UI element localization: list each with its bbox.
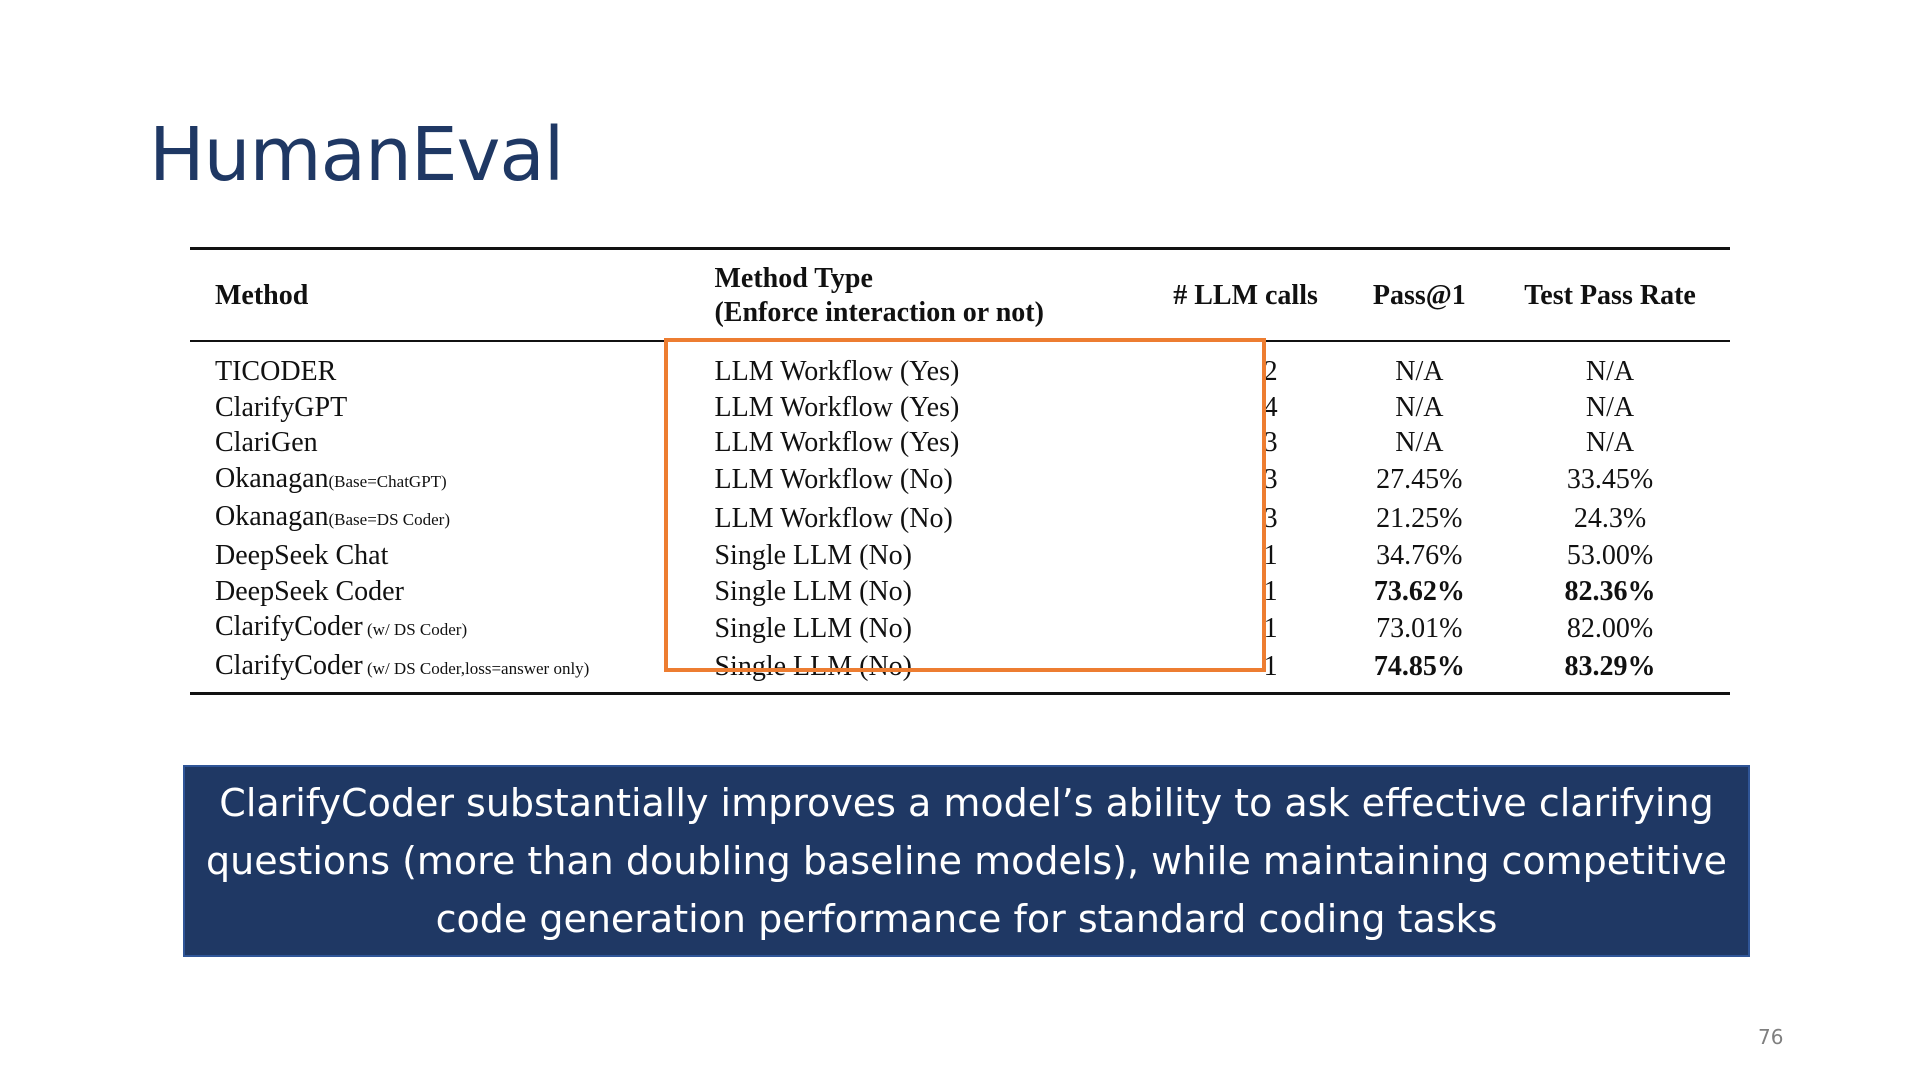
cell-method-type: LLM Workflow (No) [714,502,953,534]
results-table: Method Method Type (Enforce interaction … [190,247,1730,696]
table-row: Okanagan(Base=ChatGPT) LLM Workflow (No) 3… [190,461,1730,500]
method-name: DeepSeek Coder [215,575,404,607]
cell-method-type: LLM Workflow (Yes) [714,391,960,423]
cell-llm-calls: 1 [1263,612,1278,644]
method-subscript: (w/ DS Coder) [362,620,468,640]
cell-test-pass-rate: N/A [1585,391,1635,423]
method-name: Okanagan [215,462,329,494]
cell-method-type: Single LLM (No) [714,612,912,644]
method-subscript: (w/ DS Coder,loss=answer only) [362,658,590,678]
cell-test-pass-rate: 82.36% [1564,575,1656,607]
cell-llm-calls: 1 [1263,575,1278,607]
cell-llm-calls: 3 [1263,502,1278,534]
table-header-row: Method Method Type (Enforce interaction … [190,247,1730,342]
cell-llm-calls: 3 [1263,427,1278,459]
table-row: ClarifyCoder (w/ DS Coder,loss=answer on… [190,647,1730,696]
slide-title: HumanEval [149,112,564,198]
table-row: DeepSeek Chat Single LLM (No) 1 34.76% 53.00… [190,538,1730,574]
callout-text: ClarifyCoder substantially improves a mo… [206,781,1727,941]
cell-pass-at-1: 34.76% [1376,539,1463,571]
method-name: TICODER [215,356,337,387]
header-method-type-line1: Method Type [714,262,873,294]
cell-llm-calls: 1 [1142,647,1349,696]
method-name: ClarifyCoder [215,649,363,681]
cell-method: ClariGen [190,425,702,461]
header-method-type-line2: (Enforce interaction or not) [714,297,1044,328]
cell-method: DeepSeek Chat [190,538,702,574]
cell-method-type: Single LLM (No) [714,575,912,607]
method-name: ClariGen [215,427,318,459]
header-method-type: Method Type (Enforce interaction or not) [702,247,1143,342]
header-test-pass-rate: Test Pass Rate [1490,247,1730,342]
cell-pass-at-1: 73.01% [1376,612,1463,644]
cell-test-pass-rate: 33.45% [1566,464,1654,496]
cell-test-pass-rate: N/A [1585,356,1635,387]
cell-test-pass-rate: N/A [1585,427,1635,459]
cell-llm-calls: 2 [1263,356,1278,387]
cell-test-pass-rate: 82.00% [1566,612,1654,644]
callout-box: ClarifyCoder substantially improves a mo… [183,765,1750,957]
cell-llm-calls: 3 [1263,464,1278,496]
cell-test-pass-rate: 83.29% [1490,647,1730,696]
cell-method: DeepSeek Coder [190,574,702,610]
header-llm-calls: # LLM calls [1142,247,1349,342]
cell-method-type: LLM Workflow (Yes) [714,427,960,459]
cell-pass-at-1: 74.85% [1348,647,1491,696]
method-name: ClarifyCoder [215,611,363,643]
cell-pass-at-1: N/A [1395,356,1444,387]
method-name: Okanagan [215,501,329,533]
table-row: ClarifyCoder (w/ DS Coder) Single LLM (No… [190,609,1730,648]
table-row: TICODER LLM Workflow (Yes) 2 N/A N/A [190,341,1730,390]
table-body: TICODER LLM Workflow (Yes) 2 N/A N/A ClarifyG… [190,341,1730,696]
cell-test-pass-rate: 24.3% [1573,502,1647,534]
method-subscript: (Base=DS Coder) [328,510,450,530]
header-pass-at-1: Pass@1 [1348,247,1491,342]
table-row: ClarifyGPT LLM Workflow (Yes) 4 N/A N/A [190,390,1730,426]
cell-method: TICODER [190,341,702,390]
page-number: 76 [1758,1025,1784,1049]
cell-pass-at-1: 27.45% [1376,464,1463,496]
cell-pass-at-1: N/A [1395,391,1444,423]
table-row: DeepSeek Coder Single LLM (No) 1 73.62% 82.3… [190,574,1730,610]
cell-method: ClarifyGPT [190,390,702,426]
cell-pass-at-1: N/A [1395,427,1444,459]
cell-llm-calls: 1 [1263,539,1278,571]
cell-method-type: LLM Workflow (Yes) [714,356,960,387]
cell-method: Okanagan(Base=DS Coder) [190,499,702,538]
method-subscript: (Base=ChatGPT) [328,471,447,491]
method-name: DeepSeek Chat [215,539,389,571]
table-row: Okanagan(Base=DS Coder) LLM Workflow (No)… [190,499,1730,538]
cell-method-type: Single LLM (No) [702,647,1143,696]
cell-method-type: Single LLM (No) [714,539,912,571]
table-row: ClariGen LLM Workflow (Yes) 3 N/A N/A [190,425,1730,461]
cell-pass-at-1: 21.25% [1376,502,1463,534]
cell-method: ClarifyCoder (w/ DS Coder,loss=answer on… [190,647,703,696]
cell-pass-at-1: 73.62% [1373,575,1465,607]
header-method: Method [190,247,703,342]
cell-llm-calls: 4 [1263,391,1278,423]
cell-method: Okanagan(Base=ChatGPT) [190,461,702,500]
cell-test-pass-rate: 53.00% [1566,539,1654,571]
cell-method: ClarifyCoder (w/ DS Coder) [190,609,702,648]
cell-method-type: LLM Workflow (No) [714,464,953,496]
method-name: ClarifyGPT [215,391,348,423]
